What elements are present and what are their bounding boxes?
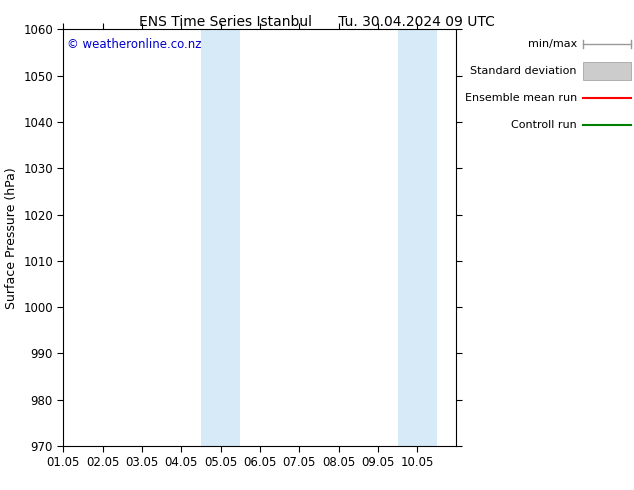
Text: Controll run: Controll run <box>511 120 577 130</box>
Bar <box>398 29 437 446</box>
Text: Standard deviation: Standard deviation <box>470 66 577 76</box>
Text: Ensemble mean run: Ensemble mean run <box>465 93 577 103</box>
Text: ENS Time Series Istanbul      Tu. 30.04.2024 09 UTC: ENS Time Series Istanbul Tu. 30.04.2024 … <box>139 15 495 29</box>
Bar <box>201 29 240 446</box>
Y-axis label: Surface Pressure (hPa): Surface Pressure (hPa) <box>4 167 18 309</box>
Text: © weatheronline.co.nz: © weatheronline.co.nz <box>67 38 202 51</box>
Text: min/max: min/max <box>527 39 577 49</box>
